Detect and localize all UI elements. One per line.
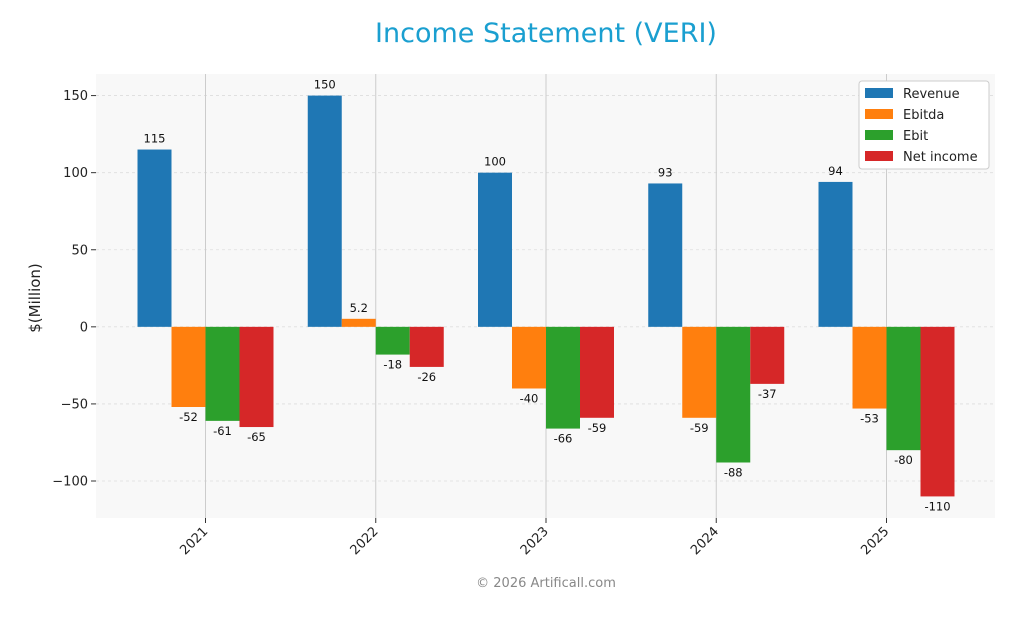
data-label: -66 (554, 432, 573, 446)
legend-label: Net income (903, 150, 978, 165)
data-label: -52 (179, 410, 198, 424)
bar-ebitda (682, 326, 717, 418)
data-label: 100 (484, 155, 506, 169)
data-label: -59 (588, 421, 607, 435)
data-label: -18 (383, 358, 402, 372)
copyright-footer: © 2026 Artificall.com (476, 576, 616, 591)
data-label: 150 (314, 78, 336, 92)
y-tick-label: 0 (80, 320, 88, 335)
data-label: -26 (417, 370, 436, 384)
bar-ebitda (512, 326, 546, 389)
bar-net-income (409, 326, 444, 367)
data-label: 5.2 (350, 301, 368, 315)
x-tick-label: 2025 (858, 524, 892, 558)
legend-label: Ebit (903, 129, 928, 144)
legend-swatch (865, 109, 893, 119)
data-label: -59 (690, 421, 709, 435)
bar-ebitda (852, 326, 887, 409)
bar-ebitda (171, 326, 206, 407)
legend-swatch (865, 88, 893, 98)
y-axis-label: $(Million) (26, 263, 44, 333)
x-tick-label: 2021 (177, 524, 211, 558)
data-labels: 115 150 100 93 94 -52 5.2 -40 -59 -53 -61 -18 -66 -88… (144, 78, 951, 514)
data-label: -53 (860, 412, 879, 426)
bar-revenue (137, 149, 172, 327)
bar-net-income (239, 326, 274, 428)
bar-ebit (716, 326, 751, 463)
x-axis: 2021 2022 2023 2024 2025 (177, 518, 892, 558)
y-tick-label: −50 (61, 397, 88, 412)
bar-net-income (750, 326, 785, 384)
y-tick-label: 50 (71, 243, 88, 258)
legend-swatch (865, 151, 893, 161)
bar-revenue (648, 183, 683, 327)
bar-revenue (818, 181, 853, 327)
x-tick-label: 2024 (688, 524, 722, 558)
bars (137, 95, 955, 497)
bar-ebit (375, 326, 410, 355)
chart-title: Income Statement (VERI) (375, 18, 717, 49)
data-label: -61 (213, 424, 232, 438)
legend-label: Ebitda (903, 108, 944, 123)
bar-ebit (546, 326, 580, 429)
legend-box (858, 80, 990, 170)
data-label: -110 (924, 499, 950, 513)
y-tick-label: 150 (63, 89, 88, 104)
data-label: -80 (894, 453, 913, 467)
y-axis: 150 100 50 0 −50 −100 (52, 89, 96, 490)
bar-ebit (205, 326, 240, 421)
data-label: -40 (520, 392, 539, 406)
legend-swatch (865, 130, 893, 140)
data-label: -37 (758, 387, 777, 401)
data-label: 115 (144, 132, 166, 146)
data-label: 93 (658, 165, 673, 179)
bar-revenue (307, 95, 342, 327)
data-label: 94 (828, 164, 843, 178)
x-tick-label: 2023 (518, 524, 552, 558)
x-tick-label: 2022 (348, 524, 382, 558)
bar-ebitda (341, 318, 376, 327)
y-tick-label: 100 (63, 166, 88, 181)
data-label: -65 (247, 430, 266, 444)
data-label: -88 (724, 466, 743, 480)
bar-net-income (580, 326, 614, 418)
legend-label: Revenue (903, 87, 960, 102)
y-tick-label: −100 (52, 475, 88, 490)
bar-revenue (478, 172, 512, 327)
legend: Revenue Ebitda Ebit Net income (858, 80, 990, 170)
bar-ebit (886, 326, 921, 451)
bar-net-income (920, 326, 955, 497)
